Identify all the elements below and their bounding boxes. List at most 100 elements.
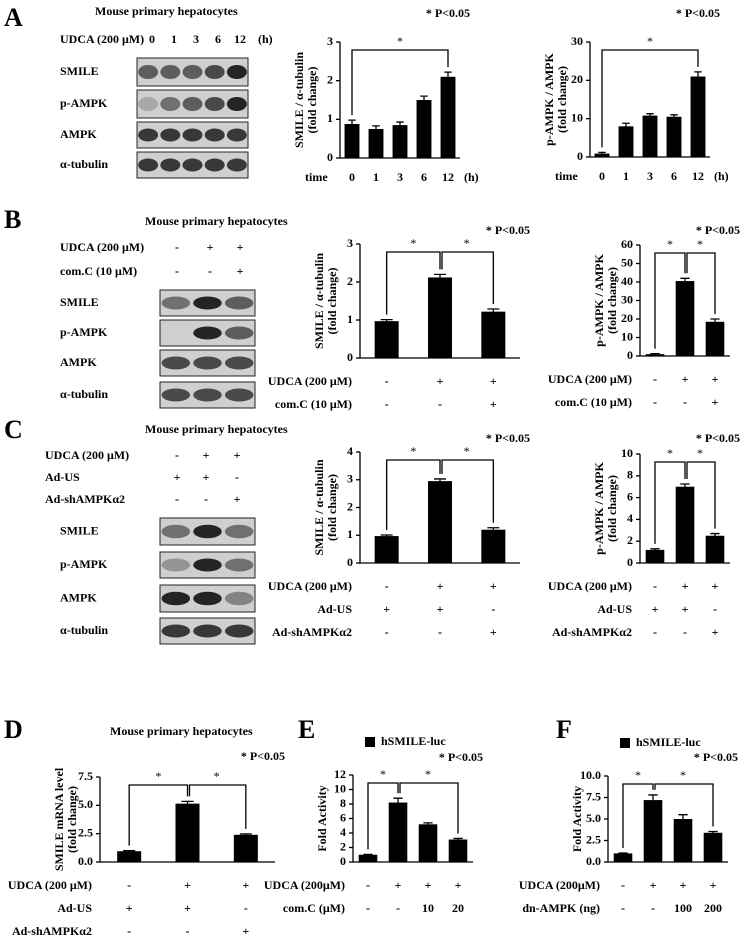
y-tick-label: 6: [340, 810, 346, 824]
y-tick-label: 20: [571, 72, 583, 86]
row-mark: -: [366, 901, 370, 915]
significance-label: *: [410, 236, 416, 250]
y-axis-label: (fold change): [605, 267, 619, 334]
band: [138, 128, 159, 142]
row-label: UDCA (200 μM): [548, 372, 632, 386]
row-label: com.C (10 μM): [275, 397, 352, 411]
row-mark: +: [237, 264, 244, 278]
chart-title: * P<0.05: [696, 431, 740, 445]
chart-title: * P<0.05: [486, 223, 530, 237]
row-mark: +: [682, 579, 689, 593]
significance-label: *: [410, 444, 416, 458]
bar: [428, 277, 452, 358]
y-tick-label: 0: [340, 854, 346, 868]
row-mark: +: [712, 372, 719, 386]
error-bar: [348, 119, 356, 128]
significance-bracket: [654, 783, 714, 827]
significance-bracket: [686, 252, 716, 314]
y-tick-label: 0: [577, 149, 583, 163]
band: [204, 65, 225, 79]
y-tick-label: 0: [627, 555, 633, 569]
significance-label: *: [680, 768, 686, 782]
blot-title: Mouse primary hepatocytes: [145, 214, 288, 228]
y-tick-label: 5.0: [78, 797, 93, 811]
y-tick-label: 2.5: [586, 832, 601, 846]
row-mark: -: [653, 579, 657, 593]
y-axis-label: SMILE mRNA level: [52, 767, 66, 871]
row-mark: +: [682, 602, 689, 616]
y-tick-label: 2: [347, 274, 353, 288]
row-mark: -: [438, 625, 442, 639]
significance-label: *: [464, 444, 470, 458]
band: [224, 558, 254, 572]
chart-title: * P<0.05: [676, 6, 720, 20]
row-mark: -: [175, 492, 179, 506]
bar: [594, 153, 610, 157]
bar: [481, 529, 506, 563]
row-mark: +: [126, 901, 133, 915]
x-tick-label: 1: [373, 170, 379, 184]
band: [138, 97, 159, 111]
band: [161, 558, 191, 572]
y-tick-label: 2: [347, 499, 353, 513]
error-bar: [181, 800, 194, 806]
bar: [705, 321, 725, 356]
x-tick-label: 1: [623, 169, 629, 183]
band: [226, 158, 247, 172]
significance-label: *: [667, 237, 673, 251]
bar: [233, 834, 258, 862]
y-tick-label: 40: [621, 274, 633, 288]
row-mark: -: [653, 625, 657, 639]
significance-bracket: [622, 783, 654, 848]
row-mark: +: [234, 492, 241, 506]
band: [226, 128, 247, 142]
row-label: Ad-US: [45, 470, 80, 484]
band: [193, 326, 222, 340]
chart-title: * P<0.05: [439, 750, 483, 764]
bar: [643, 800, 663, 862]
row-label: UDCA (200μM): [264, 878, 345, 892]
significance-bracket: [654, 461, 686, 544]
row-mark: -: [204, 492, 208, 506]
y-tick-label: 1: [347, 312, 353, 326]
bar: [344, 123, 360, 158]
row-label: Ad-shAMPKα2: [12, 924, 92, 938]
band: [160, 97, 181, 111]
row-mark: +: [490, 374, 497, 388]
error-bar: [710, 318, 720, 325]
bar: [675, 281, 695, 356]
y-axis-label: p-AMPK / AMPK: [592, 462, 606, 555]
bar: [358, 854, 378, 862]
band: [161, 524, 191, 539]
row-mark: +: [712, 579, 719, 593]
y-axis-label: p-AMPK / AMPK: [592, 254, 606, 347]
error-bar: [487, 527, 500, 532]
band: [161, 356, 191, 370]
row-mark: -: [186, 924, 190, 938]
bar: [117, 851, 142, 862]
row-mark: 20: [452, 901, 464, 915]
y-tick-label: 4: [347, 444, 353, 458]
row-mark: -: [175, 240, 179, 254]
band-label: AMPK: [60, 127, 97, 141]
band: [226, 65, 247, 79]
row-mark: -: [175, 264, 179, 278]
y-axis-label: p-AMPK / AMPK: [542, 53, 556, 146]
band-label: p-AMPK: [60, 96, 108, 110]
x-axis-unit: (h): [464, 170, 479, 184]
y-tick-label: 20: [621, 311, 633, 325]
row-mark: +: [490, 625, 497, 639]
significance-label: *: [667, 446, 673, 460]
significance-bracket: [386, 251, 441, 315]
significance-label: *: [397, 34, 403, 48]
band: [160, 158, 181, 172]
row-mark: +: [203, 470, 210, 484]
bar: [418, 824, 438, 862]
row-mark: +: [207, 240, 214, 254]
row-mark: +: [437, 602, 444, 616]
row-unit: (h): [258, 32, 273, 46]
panel-label: A: [4, 3, 23, 32]
row-mark: +: [682, 372, 689, 386]
row-mark: +: [455, 878, 462, 892]
